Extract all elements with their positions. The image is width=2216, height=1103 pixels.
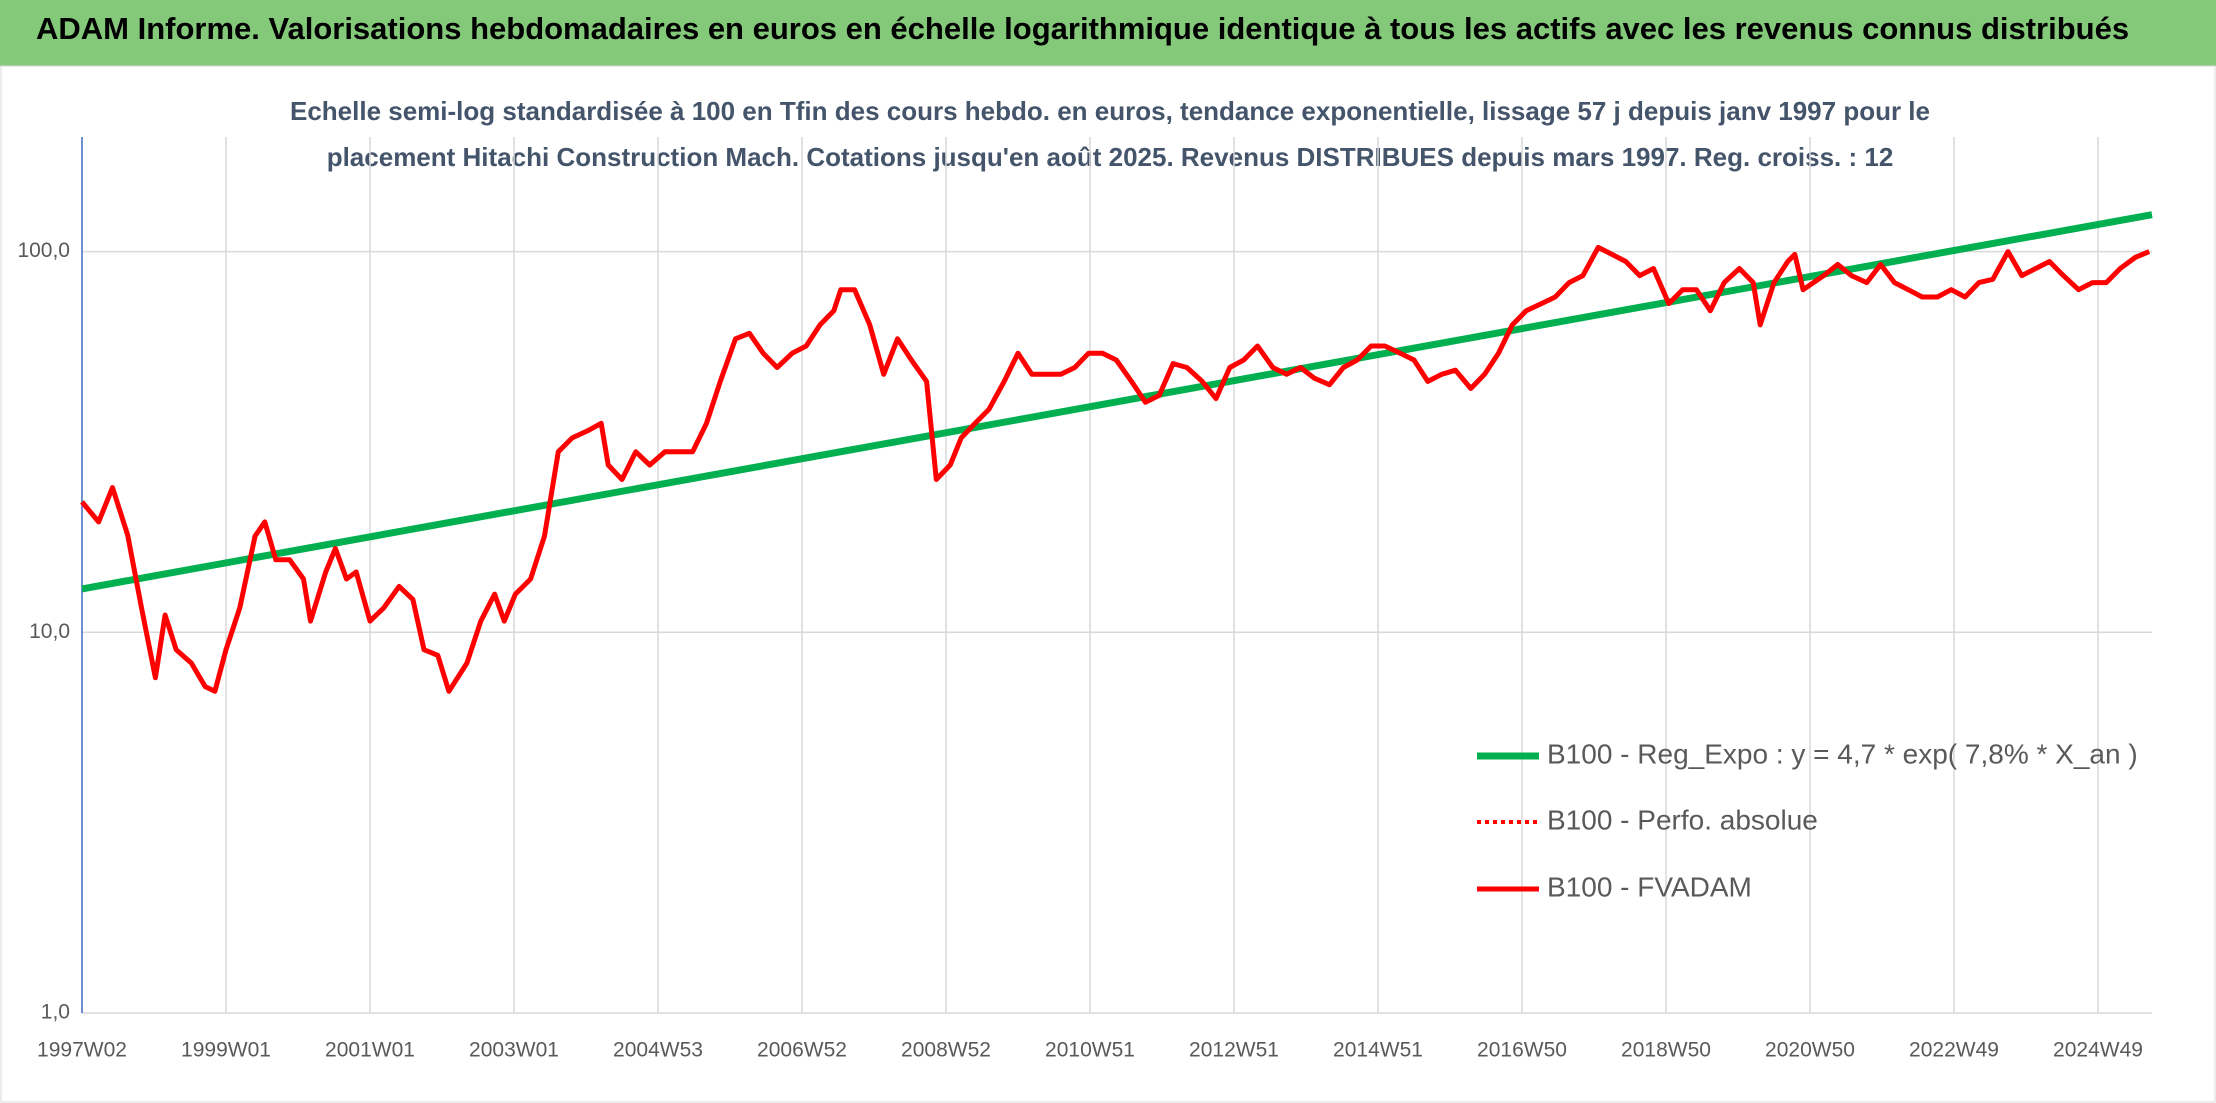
- x-tick-label: 2008W52: [901, 1039, 991, 1062]
- y-tick-label: 1,0: [41, 1001, 70, 1024]
- x-tick-label: 2010W51: [1045, 1039, 1135, 1062]
- x-tick-label: 2022W49: [1909, 1039, 1999, 1062]
- header-bar: [0, 0, 2216, 66]
- x-tick-label: 2001W01: [325, 1039, 415, 1062]
- chart-subtitle: placement Hitachi Construction Mach. Cot…: [327, 142, 1894, 172]
- legend-label: B100 - Reg_Expo : y = 4,7 * exp( 7,8% * …: [1547, 738, 2138, 769]
- x-tick-label: 2024W49: [2053, 1039, 2143, 1062]
- series-line: [80, 244, 2151, 694]
- frame: [0, 65, 2216, 1103]
- x-tick-label: 2012W51: [1189, 1039, 1279, 1062]
- x-tick-label: 2004W53: [613, 1039, 703, 1062]
- x-tick-label: 2006W52: [757, 1039, 847, 1062]
- series-line: [81, 211, 2153, 593]
- x-tick-label: 2016W50: [1477, 1039, 1567, 1062]
- x-tick-label: 2003W01: [469, 1039, 559, 1062]
- x-tick-label: 1999W01: [181, 1039, 271, 1062]
- chart-title: ADAM Informe. Valorisations hebdomadaire…: [36, 11, 2129, 46]
- y-tick-label: 10,0: [29, 620, 70, 643]
- x-tick-label: 2020W50: [1765, 1039, 1855, 1062]
- legend-label: B100 - FVADAM: [1547, 871, 1752, 902]
- y-tick-label: 100,0: [17, 239, 70, 262]
- legend-label: B100 - Perfo. absolue: [1547, 804, 1818, 835]
- x-tick-label: 2014W51: [1333, 1039, 1423, 1062]
- x-tick-label: 1997W02: [37, 1039, 127, 1062]
- chart-subtitle: Echelle semi-log standardisée à 100 en T…: [290, 96, 1930, 126]
- x-tick-label: 2018W50: [1621, 1039, 1711, 1062]
